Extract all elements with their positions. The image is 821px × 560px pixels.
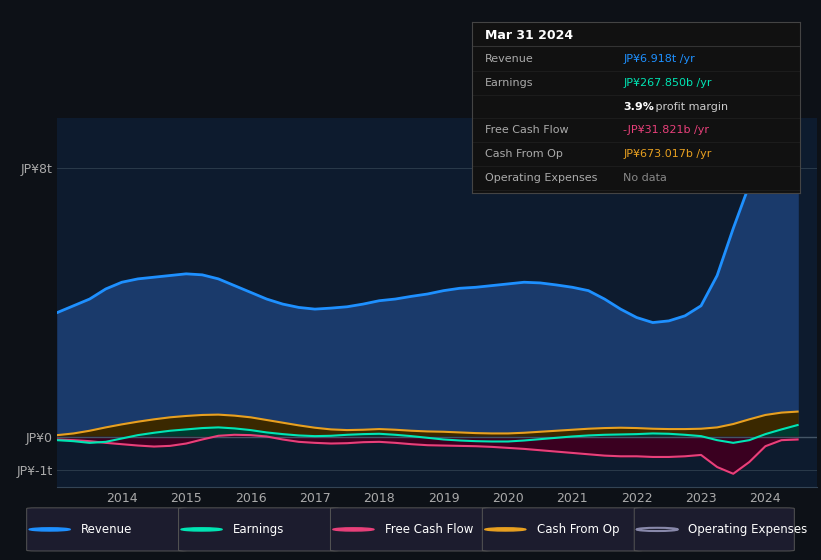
FancyBboxPatch shape <box>330 508 491 551</box>
FancyBboxPatch shape <box>178 508 338 551</box>
Text: Revenue: Revenue <box>80 523 132 536</box>
Text: Free Cash Flow: Free Cash Flow <box>384 523 473 536</box>
FancyBboxPatch shape <box>635 508 794 551</box>
Circle shape <box>29 528 71 531</box>
Text: Mar 31 2024: Mar 31 2024 <box>485 29 573 42</box>
Text: No data: No data <box>623 173 667 183</box>
FancyBboxPatch shape <box>26 508 186 551</box>
Text: Earnings: Earnings <box>233 523 284 536</box>
Circle shape <box>484 528 525 531</box>
Text: -JP¥31.821b /yr: -JP¥31.821b /yr <box>623 125 709 136</box>
Text: Operating Expenses: Operating Expenses <box>485 173 598 183</box>
Text: Cash From Op: Cash From Op <box>537 523 619 536</box>
Text: Revenue: Revenue <box>485 54 534 64</box>
Text: JP¥6.918t /yr: JP¥6.918t /yr <box>623 54 695 64</box>
Text: profit margin: profit margin <box>652 101 728 111</box>
Circle shape <box>333 528 374 531</box>
Text: Earnings: Earnings <box>485 78 534 88</box>
Text: Cash From Op: Cash From Op <box>485 149 563 159</box>
Text: Operating Expenses: Operating Expenses <box>689 523 808 536</box>
Text: JP¥267.850b /yr: JP¥267.850b /yr <box>623 78 712 88</box>
Text: 3.9%: 3.9% <box>623 101 654 111</box>
Text: JP¥673.017b /yr: JP¥673.017b /yr <box>623 149 712 159</box>
FancyBboxPatch shape <box>482 508 642 551</box>
Text: Free Cash Flow: Free Cash Flow <box>485 125 569 136</box>
Circle shape <box>181 528 222 531</box>
